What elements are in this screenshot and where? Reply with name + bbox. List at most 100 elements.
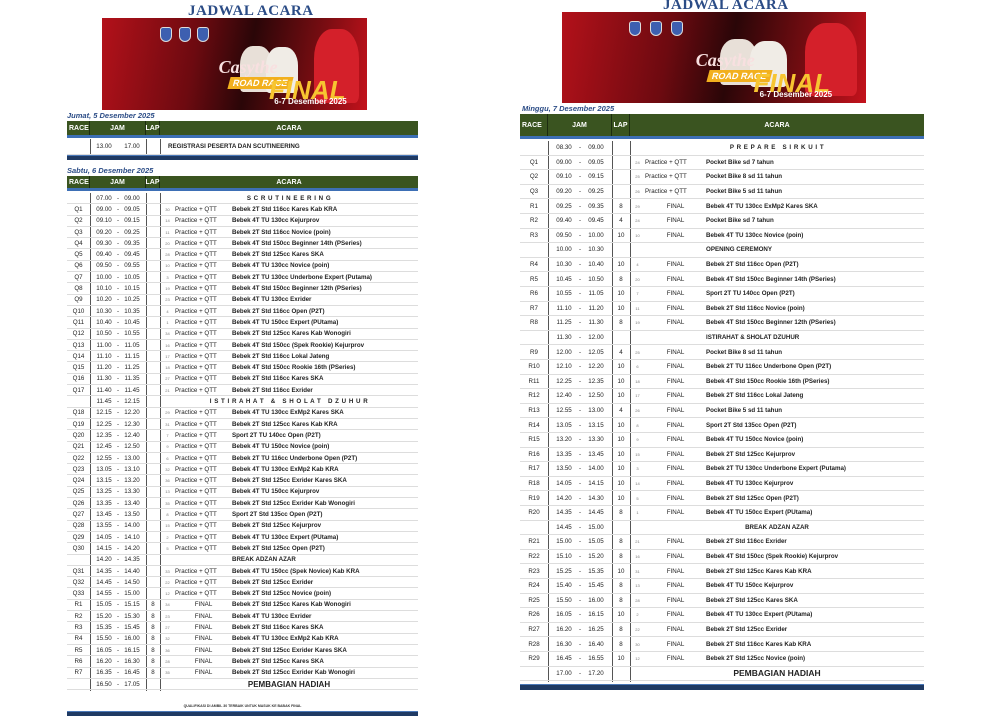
end-time: 14.35	[124, 556, 140, 564]
emblem-icon	[197, 27, 210, 43]
schedule-row: R4 10.30-10.40 10 4 FINAL Bebek 2T Std 116cc …	[520, 258, 924, 273]
race-code: R12	[528, 392, 540, 400]
lap-count	[146, 238, 160, 248]
start-time: 15.40	[556, 582, 572, 590]
time-separator: -	[116, 318, 120, 326]
end-time: 15.35	[588, 567, 604, 575]
race-class: Bebek 2T Std 116cc Kares SKA	[232, 624, 324, 632]
time-separator: -	[116, 488, 120, 496]
race-class: Bebek 4T TU 150cc Novice (poin)	[232, 443, 330, 451]
race-class: Sport 2T TU 140cc Open (P2T)	[706, 290, 795, 298]
start-time: 11.10	[556, 304, 572, 312]
time-separator: -	[578, 144, 582, 152]
start-time: 09.30	[96, 239, 112, 247]
start-time: 08.30	[556, 144, 572, 152]
race-code	[520, 243, 548, 257]
time-separator: -	[116, 646, 120, 654]
session-type: FINAL	[666, 319, 685, 327]
race-code: R3	[74, 624, 83, 632]
rider-number: 10	[165, 263, 170, 269]
time-separator: -	[578, 465, 582, 473]
end-time: 12.00	[588, 334, 604, 342]
session-type: FINAL	[666, 304, 685, 312]
time-separator: -	[116, 533, 120, 541]
start-time: 14.20	[556, 494, 572, 502]
race-class: Bebek 2T Std 125cc Exrider Kab Wonogiri	[232, 669, 355, 677]
schedule-row: R29 16.45-16.55 10 12 FINAL Bebek 2T Std 125c…	[520, 652, 924, 667]
schedule-row: R9 12.00-12.05 4 25 FINAL Pocket Bike 8 sd 11…	[520, 345, 924, 360]
race-code: Q3	[74, 228, 83, 236]
rider-number: 32	[165, 636, 170, 642]
race-class: Bebek 2T TU 130cc Underbone Expert (Puta…	[232, 273, 372, 281]
end-time: 11.05	[124, 341, 140, 349]
lap-count: 8	[619, 640, 623, 648]
session-type: Practice + QTT	[175, 205, 217, 213]
lap-count: 8	[619, 626, 623, 634]
rider-number: 17	[635, 393, 640, 399]
race-class: Bebek 2T Std 116cc Open (P2T)	[232, 307, 325, 315]
time-separator: -	[116, 511, 120, 519]
rider-number: 22	[635, 627, 640, 633]
end-time: 16.15	[124, 646, 140, 654]
session-type: FINAL	[194, 657, 213, 665]
end-time: 09.55	[124, 262, 140, 270]
schedule-row: 07.00-09.00 S C R U T I N E E R I N G	[67, 193, 418, 205]
end-time: 09.25	[124, 228, 140, 236]
time-separator: -	[116, 194, 120, 202]
race-code	[520, 331, 548, 345]
race-class: Bebek 4T Std 150cc Beginner 14th (PSerie…	[232, 239, 362, 247]
schedule-row: Q4 09.30-09.35 20 Practice + QTT Bebek 4T St…	[67, 238, 418, 250]
race-class: Bebek 4T TU 150cc Expert (PUtama)	[706, 509, 813, 517]
time-separator: -	[578, 494, 582, 502]
end-time: 14.00	[124, 522, 140, 530]
time-separator: -	[116, 477, 120, 485]
session-type: FINAL	[666, 567, 685, 575]
race-code: R17	[528, 465, 540, 473]
time-separator: -	[116, 669, 120, 677]
schedule-row: R16 13.35-13.45 10 15 FINAL Bebek 2T Std 125c…	[520, 448, 924, 463]
end-time: 12.40	[124, 431, 140, 439]
session-type: FINAL	[666, 217, 685, 225]
race-class: Pocket Bike 8 sd 11 tahun	[706, 173, 782, 181]
schedule-table-friday: 13.00 17.00 REGISTRASI PESERTA DAN SCUTINE…	[67, 139, 418, 155]
race-class: Bebek 2T Std 116cc Exrider	[232, 386, 313, 394]
time-separator: -	[116, 635, 120, 643]
race-code: R20	[528, 509, 540, 517]
start-time: 10.10	[96, 285, 112, 293]
race-code: R15	[528, 436, 540, 444]
event-title: PEMBAGIAN HADIAH	[247, 679, 331, 689]
lap-count	[146, 306, 160, 316]
session-type: Practice + QTT	[175, 499, 217, 507]
schedule-row: R22 15.10-15.20 8 16 FINAL Bebek 4T Std 150cc…	[520, 550, 924, 565]
schedule-row: R14 13.05-13.15 10 8 FINAL Sport 2T Std 135cc…	[520, 418, 924, 433]
end-time: 13.30	[588, 436, 604, 444]
race-code	[67, 679, 90, 689]
end-time: 10.05	[124, 273, 140, 281]
header-lap: LAP	[146, 176, 160, 188]
end-time: 15.00	[124, 590, 140, 598]
lap-count	[146, 509, 160, 519]
race-code: R13	[528, 407, 540, 415]
race-code: R21	[528, 538, 540, 546]
race-class: Bebek 4T Std 150cc (Spek Rookie) Kejurpr…	[232, 341, 365, 349]
race-class: Bebek 2T Std 116cc Novice (poin)	[232, 228, 331, 236]
session-type: Practice + QTT	[645, 173, 687, 181]
start-time: 17.00	[556, 669, 572, 677]
lap-count	[612, 331, 630, 345]
rider-number: 34	[165, 331, 170, 337]
schedule-row: R26 16.05-16.15 10 2 FINAL Bebek 4T TU 130cc …	[520, 608, 924, 623]
column-divider	[90, 193, 91, 691]
lap-count	[612, 170, 630, 184]
session-type: Practice + QTT	[175, 544, 217, 552]
race-class: Bebek 2T Std 125cc Open (P2T)	[706, 494, 799, 502]
start-time: 10.00	[556, 246, 572, 254]
time-separator: -	[116, 409, 120, 417]
time-separator: -	[578, 450, 582, 458]
schedule-row: R11 12.25-12.35 10 18 FINAL Bebek 4T Std 150c…	[520, 375, 924, 390]
session-type: Practice + QTT	[175, 307, 217, 315]
start-time: 14.05	[96, 533, 112, 541]
header-lap: LAP	[612, 114, 630, 136]
schedule-row: Q18 12.15-12.20 29 Practice + QTT Bebek 4T T…	[67, 408, 418, 419]
end-time: 10.35	[124, 307, 140, 315]
lap-count: 10	[617, 465, 625, 473]
